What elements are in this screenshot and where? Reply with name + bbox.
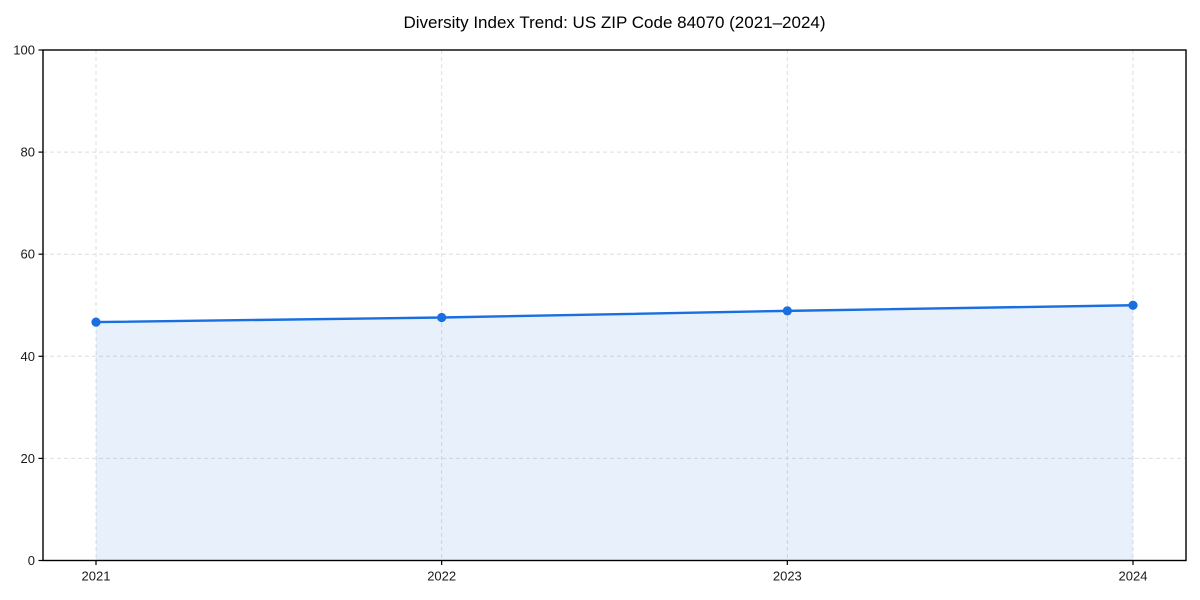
area-fill	[96, 305, 1133, 561]
plot-border	[42, 49, 1187, 562]
data-point-marker	[437, 312, 447, 323]
trend-line	[94, 304, 1135, 324]
y-tick-label: 0	[28, 553, 35, 568]
y-tick-label: 80	[21, 145, 35, 160]
data-point-marker	[1128, 300, 1138, 310]
data-point-marker	[782, 306, 792, 316]
x-tick-label: 2021	[82, 569, 111, 584]
data-point-marker	[91, 317, 101, 327]
x-tick-label: 2023	[773, 569, 802, 584]
chart-title: Diversity Index Trend: US ZIP Code 84070…	[403, 13, 826, 32]
y-tick-label: 20	[21, 451, 35, 466]
x-tick-label: 2022	[427, 569, 456, 584]
x-tick-label: 2024	[1119, 569, 1148, 584]
y-tick-label: 100	[13, 43, 35, 58]
y-tick-label: 60	[21, 247, 35, 262]
y-tick-label: 40	[21, 349, 35, 364]
